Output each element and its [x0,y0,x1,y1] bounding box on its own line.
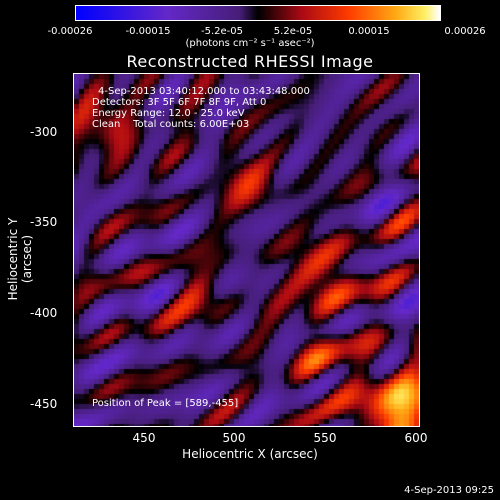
colorbar-unit: (photons cm⁻² s⁻¹ asec⁻²) [185,38,315,49]
colorbar-tick: 5.2e-05 [273,26,313,37]
x-tick: 500 [222,431,246,445]
x-tick: 550 [313,431,337,445]
energy-range-text: Energy Range: 12.0 - 25.0 keV [92,108,245,119]
colorbar-tick: -0.00015 [125,26,171,37]
image-title: Reconstructed RHESSI Image [126,52,374,71]
time-range-text: 4-Sep-2013 03:40:12.000 to 03:43:48.000 [98,86,310,97]
image-plot [73,73,420,427]
y-tick: -350 [30,215,58,229]
colorbar-tick: 0.00026 [444,26,486,37]
colorbar [75,5,441,21]
colorbar-tick: -5.2e-05 [201,26,243,37]
detectors-text: Detectors: 3F 5F 6F 7F 8F 9F, Att 0 [92,97,267,108]
y-tick: -450 [30,397,58,411]
clean-counts-text: Clean Total counts: 6.00E+03 [92,119,250,130]
y-tick: -300 [30,125,58,139]
y-axis-label: Heliocentric Y (arcsec) [6,217,34,301]
colorbar-tick: -0.00026 [47,26,93,37]
rhessi-image [74,74,419,426]
y-tick: -400 [30,306,58,320]
footer-timestamp: 4-Sep-2013 09:25 [404,485,494,496]
x-tick: 600 [404,431,428,445]
peak-position-text: Position of Peak = [589,-455] [92,398,239,409]
x-tick: 450 [132,431,156,445]
x-axis-label: Heliocentric X (arcsec) [182,447,318,461]
colorbar-tick: 0.00015 [348,26,390,37]
